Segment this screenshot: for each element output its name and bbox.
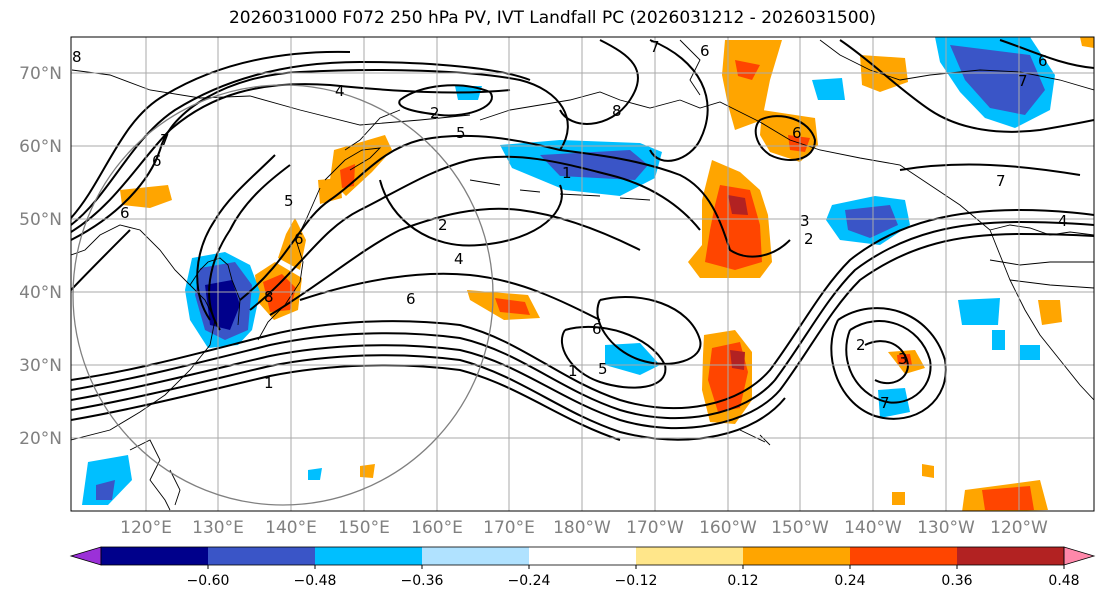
contour-label: 1	[568, 362, 578, 380]
figure-title: 2026031000 F072 250 hPa PV, IVT Landfall…	[228, 8, 876, 28]
colorbar-swatch	[422, 547, 530, 565]
contour-labels: 8 4 2 7 6 8 6 7 6 7 6 5 1 6 5 8 2 4 6 1 …	[72, 38, 1068, 412]
colorbar: −0.60 −0.48 −0.36 −0.24 −0.12 0.12 0.24 0.36 0.4…	[69, 546, 1096, 589]
contour-label: 2	[856, 336, 866, 354]
contour-label: 8	[72, 48, 82, 66]
lon-label: 130°W	[917, 518, 975, 538]
contour-label: 6	[792, 124, 802, 142]
colorbar-tick-label: −0.60	[187, 573, 230, 589]
contour-label: 7	[880, 394, 890, 412]
lon-label: 150°W	[771, 518, 829, 538]
lon-label: 180°W	[553, 518, 611, 538]
contour-label: 2	[804, 230, 814, 248]
coastlines	[71, 39, 1094, 511]
pv-contours	[71, 39, 1094, 441]
colorbar-swatch	[315, 547, 423, 565]
contour-label: 2	[430, 104, 440, 122]
colorbar-extend-low	[69, 546, 102, 566]
lat-label: 40°N	[19, 283, 62, 303]
lon-label: 120°W	[990, 518, 1048, 538]
colorbar-tick-label: −0.48	[294, 573, 337, 589]
lon-label: 120°E	[120, 518, 172, 538]
contour-label: 3	[800, 212, 810, 230]
lon-label: 140°E	[265, 518, 317, 538]
contour-label: 4	[1058, 212, 1068, 230]
colorbar-swatch	[529, 547, 637, 565]
latitude-axis: 70°N 60°N 50°N 40°N 30°N 20°N	[19, 64, 62, 449]
contour-label: 1	[562, 164, 572, 182]
colorbar-tick-label: 0.24	[834, 573, 865, 589]
contour-label: 6	[120, 204, 130, 222]
contour-label: 4	[454, 250, 464, 268]
lon-label: 160°E	[411, 518, 463, 538]
contour-label: 5	[456, 124, 466, 142]
colorbar-swatch	[957, 547, 1065, 565]
contour-label: 1	[264, 374, 274, 392]
landfall-region-circle	[72, 84, 494, 506]
map-frame	[70, 36, 1095, 512]
contour-label: 2	[438, 216, 448, 234]
lon-label: 170°E	[483, 518, 535, 538]
contour-label: 4	[335, 82, 345, 100]
lat-label: 70°N	[19, 64, 62, 84]
colorbar-extend-high	[1063, 546, 1096, 566]
colorbar-tick-label: −0.12	[615, 573, 658, 589]
contour-label: 5	[598, 360, 608, 378]
lat-label: 30°N	[19, 356, 62, 376]
contour-label: 6	[294, 230, 304, 248]
contour-label: 8	[264, 288, 274, 306]
contour-label: 6	[700, 42, 710, 60]
colorbar-tick-label: 0.48	[1048, 573, 1079, 589]
colorbar-swatch	[101, 547, 209, 565]
colorbar-tick-label: −0.24	[508, 573, 551, 589]
contour-label: 7	[160, 131, 170, 149]
contour-label: 6	[152, 152, 162, 170]
contour-label: 6	[1038, 52, 1048, 70]
lon-label: 150°E	[338, 518, 390, 538]
colorbar-swatch	[743, 547, 851, 565]
colorbar-tick-label: 0.36	[941, 573, 972, 589]
contour-label: 7	[996, 172, 1006, 190]
lon-label: 130°E	[192, 518, 244, 538]
colorbar-tick-label: −0.36	[401, 573, 444, 589]
colorbar-outline	[100, 546, 1065, 566]
contour-label: 7	[1018, 72, 1028, 90]
lat-label: 20°N	[19, 429, 62, 449]
contour-label: 3	[898, 350, 908, 368]
contour-label: 7	[650, 38, 660, 56]
colorbar-swatch	[208, 547, 316, 565]
lat-label: 60°N	[19, 137, 62, 157]
lon-label: 160°W	[699, 518, 757, 538]
lat-label: 50°N	[19, 210, 62, 230]
lon-label: 170°W	[626, 518, 684, 538]
contour-label: 6	[406, 290, 416, 308]
longitude-axis: 120°E 130°E 140°E 150°E 160°E 170°E 180°…	[120, 518, 1048, 538]
lon-label: 140°W	[844, 518, 902, 538]
contour-label: 5	[284, 192, 294, 210]
colorbar-tick-label: 0.12	[727, 573, 758, 589]
colorbar-swatch	[636, 547, 744, 565]
contour-label: 6	[592, 320, 602, 338]
graticule	[71, 37, 1094, 511]
colorbar-swatch	[850, 547, 958, 565]
contour-label: 8	[612, 102, 622, 120]
